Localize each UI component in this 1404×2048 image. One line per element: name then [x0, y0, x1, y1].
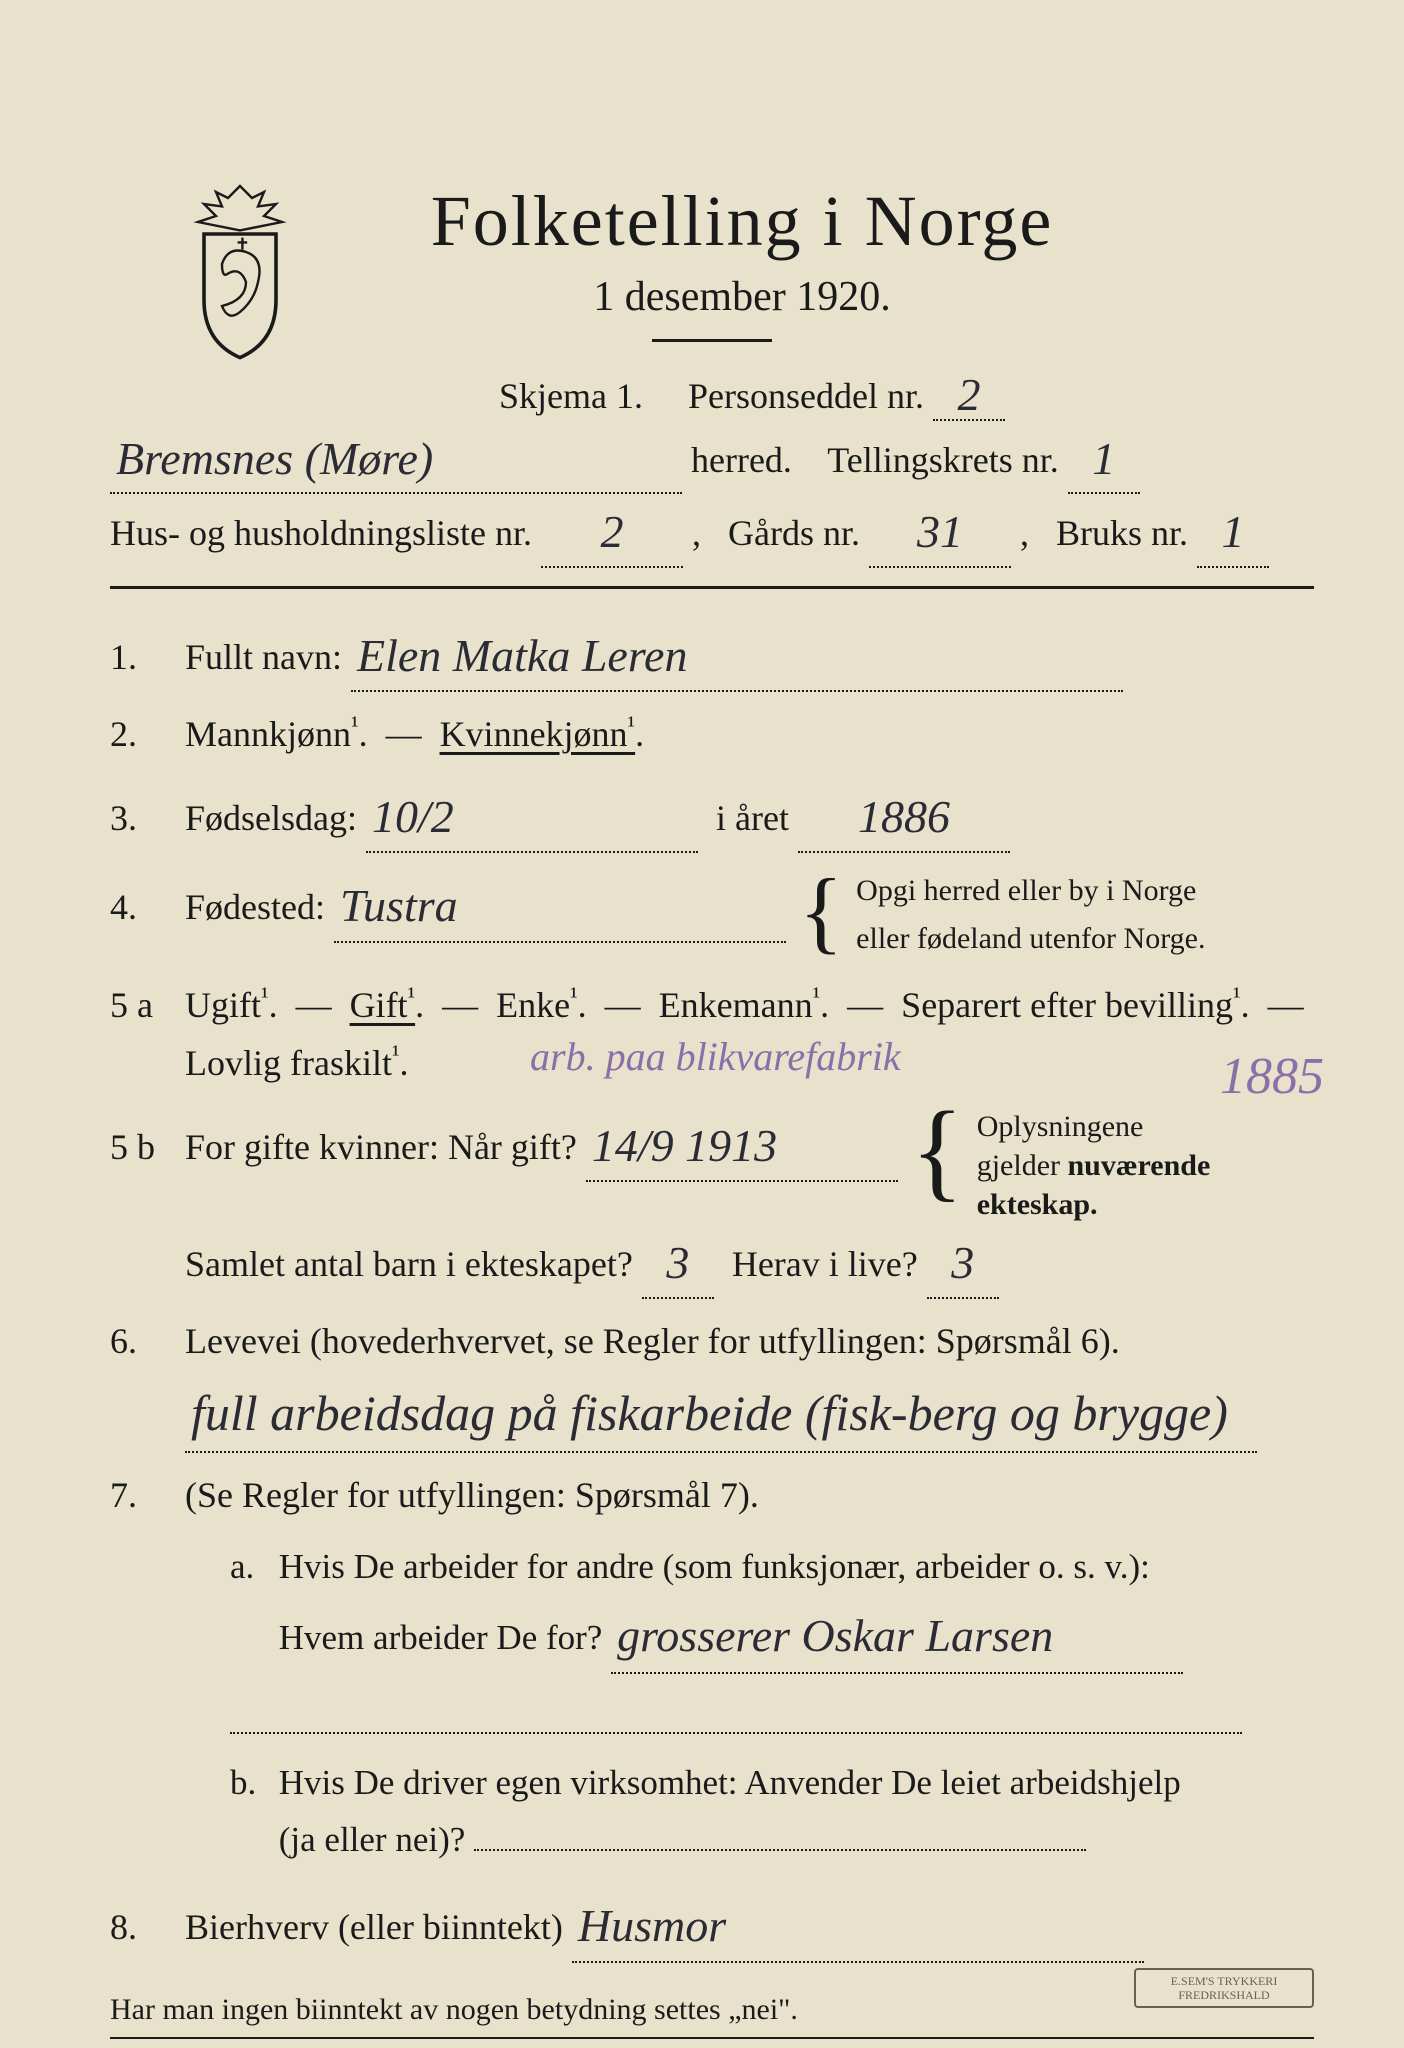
skjema-label: Skjema 1.	[499, 376, 643, 416]
page-subtitle: 1 desember 1920.	[170, 273, 1314, 321]
personseddel-label: Personseddel nr.	[688, 376, 924, 416]
q7b: b. Hvis De driver egen virksomhet: Anven…	[230, 1754, 1314, 1870]
skjema-row: Skjema 1. Personseddel nr. 2	[190, 366, 1314, 421]
q5b-row: 5 b For gifte kvinner: Når gift? 14/9 19…	[110, 1107, 1314, 1300]
q7a: a. Hvis De arbeider for andre (som funks…	[230, 1538, 1314, 1733]
section-divider	[110, 586, 1314, 589]
q4-note: Opgi herred eller by i Norge eller fødel…	[856, 867, 1205, 963]
q3-row: 3. Fødselsdag: 10/2 i året 1886	[110, 778, 1314, 854]
q7-label: (Se Regler for utfyllingen: Spørsmål 7).	[185, 1475, 759, 1515]
q5b-giftdate: 14/9 1913	[592, 1120, 777, 1171]
personseddel-nr: 2	[957, 369, 980, 420]
herred-row: Bremsnes (Møre) herred. Tellingskrets nr…	[110, 421, 1314, 494]
q5b-note: Oplysningene gjelder nuværende ekteskap.	[977, 1107, 1211, 1224]
q6-row: 6. Levevei (hovederhvervet, se Regler fo…	[110, 1313, 1314, 1453]
q6-value: full arbeidsdag på fiskarbeide (fisk-ber…	[191, 1385, 1228, 1441]
tellingskrets-nr: 1	[1092, 433, 1115, 484]
q7-row: 7. (Se Regler for utfyllingen: Spørsmål …	[110, 1467, 1314, 1525]
printer-stamp: E.SEM'S TRYKKERIFREDRIKSHALD	[1134, 1968, 1314, 2008]
q5b-herav: 3	[951, 1237, 974, 1288]
q5a-annotation-purple: arb. paa blikvarefabrik	[530, 1025, 901, 1089]
q3-day: 10/2	[372, 791, 454, 842]
q1-label: Fullt navn:	[185, 637, 342, 677]
q8-row: 8. Bierhverv (eller biinntekt) Husmor	[110, 1887, 1314, 1963]
q5b-samlet-label: Samlet antal barn i ekteskapet?	[185, 1244, 633, 1284]
q5a-fraskilt: Lovlig fraskilt.	[185, 1043, 409, 1083]
q1-row: 1. Fullt navn: Elen Matka Leren	[110, 617, 1314, 693]
q5a-ugift: Ugift.	[185, 985, 278, 1025]
q7b-q: (ja eller nei)?	[279, 1820, 466, 1859]
q7b-label: Hvis De driver egen virksomhet: Anvender…	[279, 1763, 1181, 1802]
q1-value: Elen Matka Leren	[357, 630, 687, 681]
q5a-annotation-year: 1885	[1220, 1035, 1324, 1118]
q5b-herav-label: Herav i live?	[732, 1244, 918, 1284]
husholdning-row: Hus- og husholdningsliste nr. 2 , Gårds …	[110, 494, 1314, 567]
census-form-page: Folketelling i Norge 1 desember 1920. Sk…	[0, 0, 1404, 2048]
q4-value: Tustra	[340, 880, 458, 931]
q3-yearlabel: i året	[716, 798, 789, 838]
q7a-q: Hvem arbeider De for?	[279, 1618, 603, 1657]
q2-kvinne: Kvinnekjønn	[440, 714, 636, 754]
q5a-row: 5 a Ugift. — Gift. — Enke. — Enkemann. —…	[110, 977, 1314, 1092]
footnote: 1 Her kan svares ved tydelig understrekn…	[110, 2037, 1314, 2048]
q3-year: 1886	[858, 791, 950, 842]
q5b-label: For gifte kvinner: Når gift?	[185, 1127, 577, 1167]
husholdning-label: Hus- og husholdningsliste nr.	[110, 513, 532, 553]
tellingskrets-label: Tellingskrets nr.	[827, 440, 1058, 480]
q5a-separert: Separert efter bevilling.	[901, 985, 1249, 1025]
bruks-label: Bruks nr.	[1056, 513, 1188, 553]
q2-mann: Mannkjønn.	[185, 714, 368, 754]
gards-label: Gårds nr.	[728, 513, 860, 553]
q8-value: Husmor	[578, 1900, 726, 1951]
herred-label: herred.	[691, 440, 792, 480]
q3-label: Fødselsdag:	[185, 798, 357, 838]
gards-nr: 31	[917, 506, 963, 557]
q6-label: Levevei (hovederhvervet, se Regler for u…	[185, 1321, 1120, 1361]
q5a-gift: Gift	[350, 985, 416, 1025]
q7a-label: Hvis De arbeider for andre (som funksjon…	[279, 1547, 1150, 1586]
q5b-samlet: 3	[666, 1237, 689, 1288]
herred-value: Bremsnes (Møre)	[116, 433, 433, 484]
title-divider	[652, 339, 772, 342]
q7a-value: grosserer Oskar Larsen	[617, 1610, 1053, 1661]
bruks-nr: 1	[1222, 506, 1245, 557]
page-title: Folketelling i Norge	[170, 180, 1314, 263]
q4-label: Fødested:	[185, 887, 325, 927]
husholdning-nr: 2	[601, 506, 624, 557]
q2-row: 2. Mannkjønn. — Kvinnekjønn.	[110, 706, 1314, 764]
coat-of-arms-icon	[180, 180, 300, 360]
q4-row: 4. Fødested: Tustra { Opgi herred eller …	[110, 867, 1314, 963]
q5a-enkemann: Enkemann.	[659, 985, 830, 1025]
q5a-enke: Enke.	[496, 985, 587, 1025]
q8-label: Bierhverv (eller biinntekt)	[185, 1907, 563, 1947]
